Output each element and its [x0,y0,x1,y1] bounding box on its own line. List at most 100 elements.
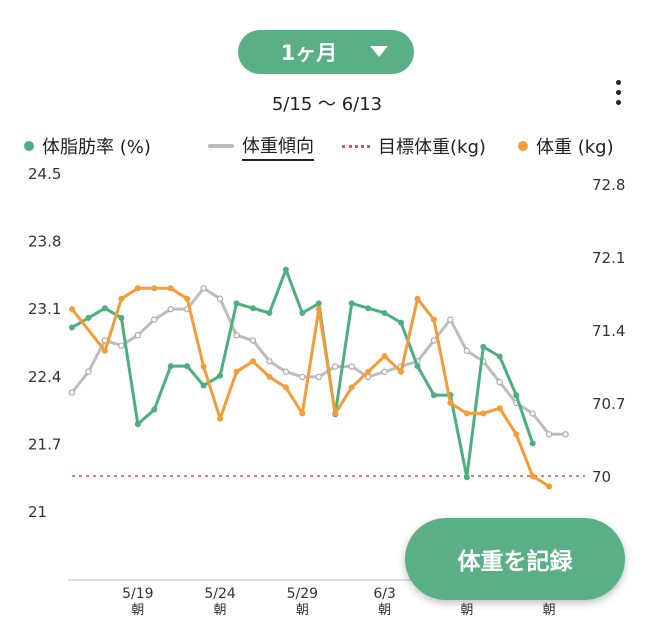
weight-point [266,373,273,380]
more-options-icon[interactable] [606,78,632,108]
body-fat-point [365,305,372,312]
weight-point [184,295,191,302]
trend-point [529,410,536,417]
weight-point [496,405,503,412]
body-fat-point [315,300,322,307]
body-fat-point [348,300,355,307]
legend-weight-label: 体重 (kg) [536,137,614,158]
y-right-tick-label: 72.1 [592,249,625,267]
legend-target-label: 目標体重(kg) [378,137,486,158]
x-tick-label: 6/3 [373,586,396,602]
trend-point [332,363,339,370]
body-fat-point [496,353,503,360]
y-right-tick-label: 72.8 [592,176,625,194]
body-fat-point [217,372,224,379]
x-tick-sublabel: 朝 [296,603,309,618]
legend-body-fat[interactable]: 体脂肪率 (%) [24,132,151,160]
legend-body-fat-label: 体脂肪率 (%) [42,137,151,158]
x-tick-sublabel: 朝 [378,603,391,618]
x-tick-label: 5/19 [122,586,153,602]
body-fat-point [184,363,191,370]
weight-point [348,384,355,391]
body-fat-series-line [70,268,535,479]
trend-point [545,431,553,438]
trend-point [233,332,240,339]
body-fat-point [249,305,256,312]
body-fat-point [513,392,520,399]
trend-point [118,342,125,349]
weight-point [447,400,454,406]
y-left-tick-label: 21.7 [28,435,61,453]
trend-point [68,389,76,396]
x-tick-sublabel: 朝 [214,603,227,618]
trend-point [151,316,158,323]
y-left-tick-label: 21 [28,503,47,521]
target-dotted-line-icon [342,144,370,148]
body-fat-point [381,310,388,317]
weight-point [69,306,75,313]
trend-point [216,295,224,302]
weight-point [513,431,520,438]
body-fat-point [69,324,75,331]
weight-point [332,410,339,417]
period-selector-label: 1ヶ月 [280,41,338,65]
weight-point [151,285,158,292]
trend-point [348,363,355,370]
body-fat-point [151,406,158,413]
body-fat-point [299,310,306,317]
weight-dot-icon [518,141,528,151]
body-fat-point [118,314,125,321]
body-fat-point [85,314,92,321]
body-fat-point [134,421,141,428]
trend-point [134,332,142,339]
x-tick-label: 5/29 [287,586,318,602]
weight-point [365,368,372,375]
legend-target[interactable]: 目標体重(kg) [342,132,486,160]
period-selector-button[interactable]: 1ヶ月 [238,30,414,74]
x-tick-sublabel: 朝 [131,603,144,618]
weight-point [398,368,405,375]
weight-point [233,368,240,375]
y-left-tick-label: 22.4 [28,368,61,386]
body-fat-point [398,319,405,326]
weight-point [529,473,536,479]
chart-labels: 24.5 23.8 23.1 22.4 21.7 21 72.8 72.1 71.4 70.7 70… [28,165,625,618]
body-fat-point [529,440,536,447]
weight-point [381,353,388,360]
weight-point [414,295,421,302]
body-fat-point [200,382,207,389]
body-fat-point [430,392,437,399]
body-fat-point [101,305,108,312]
trend-point [266,358,273,365]
legend-weight[interactable]: 体重 (kg) [518,132,614,160]
body-fat-point [480,343,487,350]
trend-point [447,316,454,323]
trend-line-icon [208,144,234,148]
chart-legend: 体脂肪率 (%) 体重傾向 目標体重(kg) 体重 (kg) [0,132,654,162]
y-right-tick-label: 70.7 [592,395,625,413]
trend-point [562,431,569,438]
weight-point [249,358,256,365]
weight-point [282,384,289,391]
body-fat-point [282,266,289,273]
chart-series [68,266,585,490]
weight-point [430,316,437,323]
trend-point [200,285,207,292]
body-fat-dot-icon [24,141,34,151]
weight-point [200,363,207,370]
x-tick-sublabel: 朝 [460,603,473,618]
trend-point [430,337,438,344]
record-weight-label: 体重を記録 [457,549,573,575]
body-fat-point [167,363,174,370]
weight-point [217,415,224,422]
legend-trend[interactable]: 体重傾向 [208,132,314,161]
weight-point [480,410,487,417]
body-fat-point [463,474,470,481]
weight-point [134,285,141,292]
weight-point [546,483,553,490]
weight-point [118,295,125,302]
record-weight-button[interactable]: 体重を記録 [405,518,625,600]
trend-point [463,347,471,355]
trend-point [315,373,322,381]
weight-point [101,347,108,354]
